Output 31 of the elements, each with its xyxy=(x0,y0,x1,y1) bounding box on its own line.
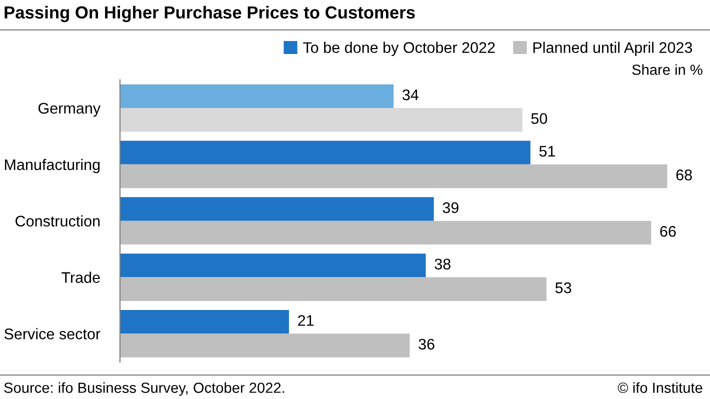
data-label: 21 xyxy=(298,315,314,326)
text: © ifo Institute xyxy=(618,382,702,393)
data-label: 39 xyxy=(442,202,458,214)
y-tick-label: Manufacturing xyxy=(4,158,100,174)
source-note: Source: ifo Business Survey, October 2022. xyxy=(4,382,284,396)
bar xyxy=(120,84,394,108)
y-tick-label: Germany xyxy=(38,102,101,117)
y-tick-label: Construction xyxy=(16,215,100,227)
data-label: 53 xyxy=(555,282,572,294)
chart-title: Passing On Higher Purchase Prices to Customers xyxy=(4,6,415,22)
legend-label: To be done by October 2022 xyxy=(303,42,495,56)
y-tick-label: Service sector xyxy=(4,328,100,340)
bar xyxy=(120,164,668,188)
bar xyxy=(120,140,530,164)
data-label: 38 xyxy=(434,258,450,270)
legend-label: Planned until April 2023 xyxy=(533,42,692,56)
text: Share in % xyxy=(632,64,702,75)
data-label: 34 xyxy=(402,89,418,100)
data-label: 50 xyxy=(531,113,548,124)
bar xyxy=(120,334,410,358)
bar xyxy=(120,254,426,278)
data-label: 68 xyxy=(676,170,692,180)
bar xyxy=(120,197,434,221)
bar xyxy=(120,310,289,334)
bar xyxy=(120,220,652,245)
data-label: 51 xyxy=(539,146,555,157)
y-tick-label: Trade xyxy=(62,272,100,283)
data-label: 66 xyxy=(660,226,676,237)
bar xyxy=(120,108,522,132)
data-label: 36 xyxy=(418,338,434,350)
bar xyxy=(120,277,547,301)
